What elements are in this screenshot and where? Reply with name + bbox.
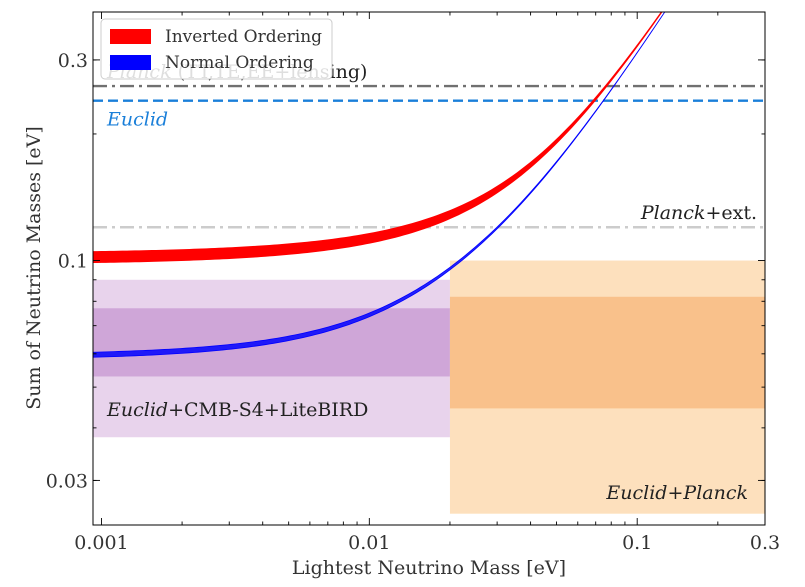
legend-label: Normal Ordering <box>165 53 314 73</box>
x-axis-label: Lightest Neutrino Mass [eV] <box>292 557 566 579</box>
region-euclidplanck-inner <box>449 296 765 409</box>
x-tick-label: 0.01 <box>348 532 390 554</box>
legend-label: Inverted Ordering <box>165 27 322 47</box>
legend-swatch <box>110 55 151 70</box>
y-tick-label: 0.03 <box>46 470 88 492</box>
label-euclid: Euclid <box>106 109 168 131</box>
y-axis-label: Sum of Neutrino Masses [eV] <box>23 126 45 410</box>
legend-box <box>100 18 333 80</box>
band-normal-ordering <box>93 12 666 358</box>
x-tick-label: 0.001 <box>74 532 128 554</box>
legend: Inverted Ordering Normal Ordering <box>100 18 333 80</box>
plot-frame <box>92 11 766 526</box>
band-inverted-ordering <box>93 12 663 264</box>
label-euclid-planck: Euclid+Planck <box>605 482 748 504</box>
y-tick-label: 0.1 <box>58 251 88 273</box>
legend-swatch <box>110 29 151 44</box>
label-euclid-cmbs4-litebird: Euclid+CMB-S4+LiteBIRD <box>106 399 368 421</box>
y-tick-label: 0.3 <box>58 50 88 72</box>
x-tick-label: 0.3 <box>750 532 780 554</box>
label-planck-ext: Planck+ext. <box>640 202 757 224</box>
x-tick-label: 0.1 <box>622 532 652 554</box>
